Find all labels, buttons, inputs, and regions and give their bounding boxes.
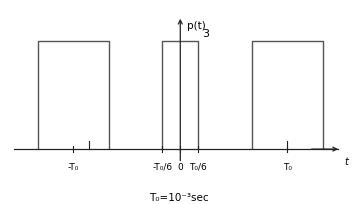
Text: T₀/6: T₀/6 <box>189 162 207 171</box>
Text: T₀=10⁻³sec: T₀=10⁻³sec <box>149 192 208 202</box>
Text: 3: 3 <box>202 29 209 39</box>
Text: 0: 0 <box>177 162 183 171</box>
Text: p(t): p(t) <box>187 20 206 30</box>
Text: -T₀: -T₀ <box>67 162 79 171</box>
Text: t: t <box>344 156 348 166</box>
Text: T₀: T₀ <box>283 162 292 171</box>
Text: -T₀/6: -T₀/6 <box>152 162 172 171</box>
